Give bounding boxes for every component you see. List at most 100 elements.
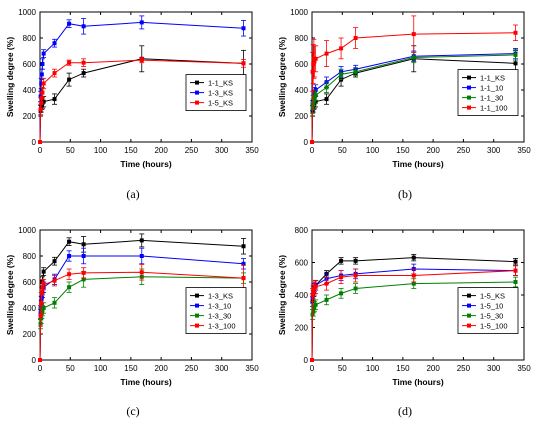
x-tick-label: 350 (517, 364, 531, 373)
y-tick-label: 0 (304, 138, 309, 147)
legend-label: 1-5_10 (480, 302, 503, 311)
data-point (353, 273, 358, 278)
y-tick-label: 800 (23, 252, 37, 261)
data-point (411, 32, 416, 37)
legend: 1-3_KS1-3_101-3_301-3_100 (185, 287, 247, 335)
data-point (312, 59, 317, 64)
data-point (513, 52, 518, 57)
x-tick-label: 100 (94, 146, 108, 155)
data-point (40, 90, 45, 95)
series-1-5_30 (310, 276, 519, 362)
data-point (411, 55, 416, 60)
y-axis-label: Swelling degree (%) (277, 37, 287, 117)
data-point (38, 140, 42, 144)
y-tick-label: 200 (295, 324, 309, 333)
data-point (52, 300, 57, 305)
y-tick-label: 1000 (290, 8, 308, 17)
x-tick-label: 300 (215, 146, 229, 155)
legend-marker (467, 75, 471, 80)
data-point (41, 282, 46, 287)
x-tick-label: 0 (310, 364, 315, 373)
legend-label: 1-1_30 (480, 94, 503, 103)
data-point (324, 281, 329, 286)
x-tick-label: 200 (154, 146, 168, 155)
panel-caption: (a) (126, 187, 139, 201)
x-tick-label: 0 (38, 364, 43, 373)
x-tick-label: 200 (426, 364, 440, 373)
data-point (67, 285, 72, 290)
x-tick-label: 350 (245, 364, 259, 373)
data-point (241, 61, 246, 66)
data-point (324, 297, 329, 302)
legend-label: 1-5_KS (480, 292, 505, 301)
x-tick-label: 0 (38, 146, 43, 155)
data-point (38, 107, 43, 112)
x-tick-label: 250 (457, 146, 471, 155)
data-point (41, 81, 46, 86)
legend: 1-5_KS1-5_101-5_301-5_100 (457, 287, 519, 335)
x-tick-label: 350 (517, 146, 531, 155)
data-point (353, 69, 358, 74)
data-point (324, 97, 329, 102)
data-point (139, 254, 144, 258)
x-tick-label: 100 (366, 146, 380, 155)
data-point (339, 275, 344, 280)
legend-marker (195, 323, 199, 328)
panel-caption: (d) (398, 404, 412, 418)
series-1-3_100 (38, 264, 247, 362)
y-tick-label: 400 (295, 86, 309, 95)
x-tick-label: 300 (487, 146, 501, 155)
x-tick-label: 150 (124, 146, 138, 155)
data-point (312, 95, 317, 100)
y-axis-label: Swelling degree (%) (5, 37, 15, 117)
legend-marker (467, 323, 471, 328)
data-point (339, 291, 344, 296)
data-point (311, 289, 316, 294)
legend-marker (467, 95, 471, 100)
data-point (41, 99, 46, 104)
data-point (39, 81, 44, 86)
legend-marker (195, 293, 199, 298)
y-tick-label: 800 (295, 226, 309, 235)
data-point (81, 242, 86, 247)
data-point (513, 61, 518, 66)
chart-panel: 0 50 100 150 200 250 300 350 0 200 400 600 800 Time (… (277, 226, 531, 418)
legend-marker (467, 105, 471, 110)
legend-marker (195, 100, 199, 105)
y-tick-label: 1000 (18, 8, 36, 17)
legend-label: 1-1_100 (480, 104, 508, 113)
x-tick-label: 0 (310, 146, 315, 155)
data-point (52, 71, 57, 76)
legend-label: 1-3_100 (208, 322, 236, 331)
data-point (513, 30, 518, 35)
chart-panel: 0 50 100 150 200 250 300 350 0 200 400 600 800 1000 Ti… (5, 8, 259, 201)
chart-panel: 0 50 100 150 200 250 300 350 0 200 400 600 800 1000 Ti… (277, 8, 531, 201)
x-tick-label: 200 (154, 364, 168, 373)
x-tick-label: 250 (457, 364, 471, 373)
x-tick-label: 100 (366, 364, 380, 373)
y-tick-label: 400 (23, 86, 37, 95)
data-point (353, 286, 358, 291)
panel-caption: (b) (398, 187, 412, 201)
series-1-3_KS (38, 15, 247, 144)
data-point (513, 280, 518, 284)
data-point (311, 62, 316, 66)
x-tick-label: 300 (487, 364, 501, 373)
y-tick-label: 1000 (18, 226, 36, 235)
data-point (139, 20, 144, 25)
y-tick-label: 400 (23, 304, 37, 313)
data-point (40, 285, 45, 290)
y-tick-label: 400 (295, 291, 309, 300)
data-point (81, 60, 86, 65)
x-tick-label: 150 (124, 364, 138, 373)
panel-caption: (c) (126, 404, 139, 418)
x-axis-label: Time (hours) (120, 159, 171, 169)
x-tick-label: 150 (396, 364, 410, 373)
data-point (67, 77, 72, 82)
data-point (339, 46, 344, 51)
y-tick-label: 200 (23, 330, 37, 339)
x-tick-label: 200 (426, 146, 440, 155)
data-point (81, 71, 86, 76)
data-point (241, 244, 246, 249)
